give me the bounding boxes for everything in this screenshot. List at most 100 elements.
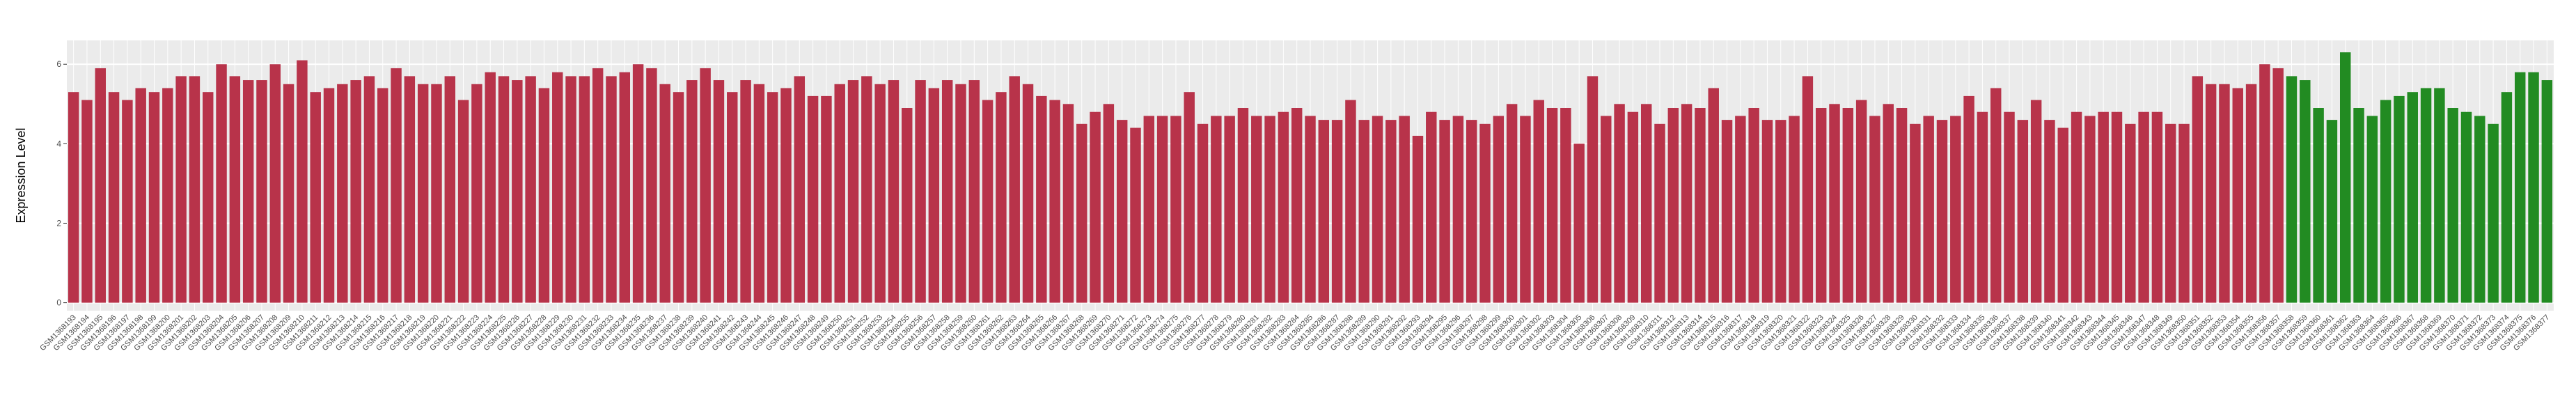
bar xyxy=(1829,104,1840,303)
bar xyxy=(1614,104,1625,303)
bar xyxy=(391,68,402,303)
bar xyxy=(592,68,604,303)
bar xyxy=(659,84,670,303)
bar xyxy=(1923,116,1934,303)
bar xyxy=(606,76,617,303)
bar xyxy=(1251,116,1262,303)
bar xyxy=(2541,80,2553,303)
bar xyxy=(2394,95,2405,303)
bar xyxy=(1331,120,1343,303)
bar xyxy=(2165,123,2176,303)
bar xyxy=(337,84,348,303)
bar xyxy=(2245,84,2257,303)
bar xyxy=(1036,95,1047,303)
bar xyxy=(1963,95,1974,303)
bar xyxy=(323,88,335,303)
bar xyxy=(1264,116,1275,303)
bar xyxy=(1587,76,1599,303)
bar xyxy=(902,108,913,303)
bar xyxy=(2057,127,2068,303)
bar xyxy=(310,92,321,303)
bar xyxy=(928,88,940,303)
bar xyxy=(2366,116,2378,303)
bar xyxy=(1560,108,1571,303)
bar xyxy=(404,76,416,303)
bar xyxy=(2313,108,2324,303)
bar xyxy=(122,100,133,303)
bar xyxy=(485,72,496,303)
bar xyxy=(2071,111,2082,303)
y-tick-label: 4 xyxy=(56,139,61,148)
bar xyxy=(552,72,563,303)
bar xyxy=(1412,135,1424,303)
bar xyxy=(283,84,294,303)
y-axis-title: Expression Level xyxy=(14,127,28,223)
bar xyxy=(1156,116,1168,303)
bar xyxy=(1479,123,1491,303)
bar xyxy=(565,76,576,303)
bar xyxy=(2125,123,2136,303)
bar xyxy=(619,72,631,303)
bar xyxy=(2219,84,2230,303)
bar xyxy=(2488,123,2499,303)
bar xyxy=(1224,116,1235,303)
bar xyxy=(2407,92,2418,303)
bar xyxy=(1533,100,1544,303)
bar xyxy=(1170,116,1181,303)
bar xyxy=(363,76,375,303)
bar xyxy=(2084,116,2096,303)
bar xyxy=(2501,92,2513,303)
bar xyxy=(753,84,765,303)
bar xyxy=(1546,108,1558,303)
bar xyxy=(1211,116,1222,303)
bar xyxy=(81,100,93,303)
bar xyxy=(700,68,711,303)
bar xyxy=(1855,100,1867,303)
y-tick-label: 6 xyxy=(56,59,61,69)
bar xyxy=(1184,92,1195,303)
bar xyxy=(1601,116,1612,303)
bar xyxy=(2326,120,2338,303)
bar xyxy=(1439,120,1450,303)
bar xyxy=(1896,108,1908,303)
bar xyxy=(457,100,469,303)
bar xyxy=(2017,120,2029,303)
bar xyxy=(1426,111,1437,303)
bar xyxy=(471,84,482,303)
bar xyxy=(821,95,832,303)
bar xyxy=(229,76,241,303)
bar xyxy=(1627,111,1639,303)
bar xyxy=(2259,64,2270,303)
bar xyxy=(646,68,657,303)
bar xyxy=(350,80,361,303)
bar xyxy=(2044,120,2055,303)
bar xyxy=(673,92,684,303)
bar xyxy=(242,80,254,303)
bar xyxy=(1506,104,1518,303)
bar xyxy=(713,80,725,303)
bar xyxy=(727,92,738,303)
bar xyxy=(579,76,590,303)
bar xyxy=(1305,116,1316,303)
bar xyxy=(1708,88,1719,303)
bar xyxy=(1681,104,1693,303)
bar xyxy=(2286,76,2298,303)
bar xyxy=(915,80,926,303)
bar xyxy=(982,100,994,303)
bar xyxy=(740,80,751,303)
bar xyxy=(1520,116,1531,303)
bar xyxy=(216,64,227,303)
bar xyxy=(1062,104,1074,303)
bar xyxy=(1883,104,1894,303)
bar xyxy=(1399,116,1410,303)
bar xyxy=(2528,72,2539,303)
bar xyxy=(2111,111,2123,303)
bar xyxy=(162,88,173,303)
bar xyxy=(767,92,778,303)
bar xyxy=(2232,88,2243,303)
y-tick-label: 2 xyxy=(56,218,61,228)
bar xyxy=(2272,68,2284,303)
bar xyxy=(256,80,267,303)
bar xyxy=(135,88,146,303)
